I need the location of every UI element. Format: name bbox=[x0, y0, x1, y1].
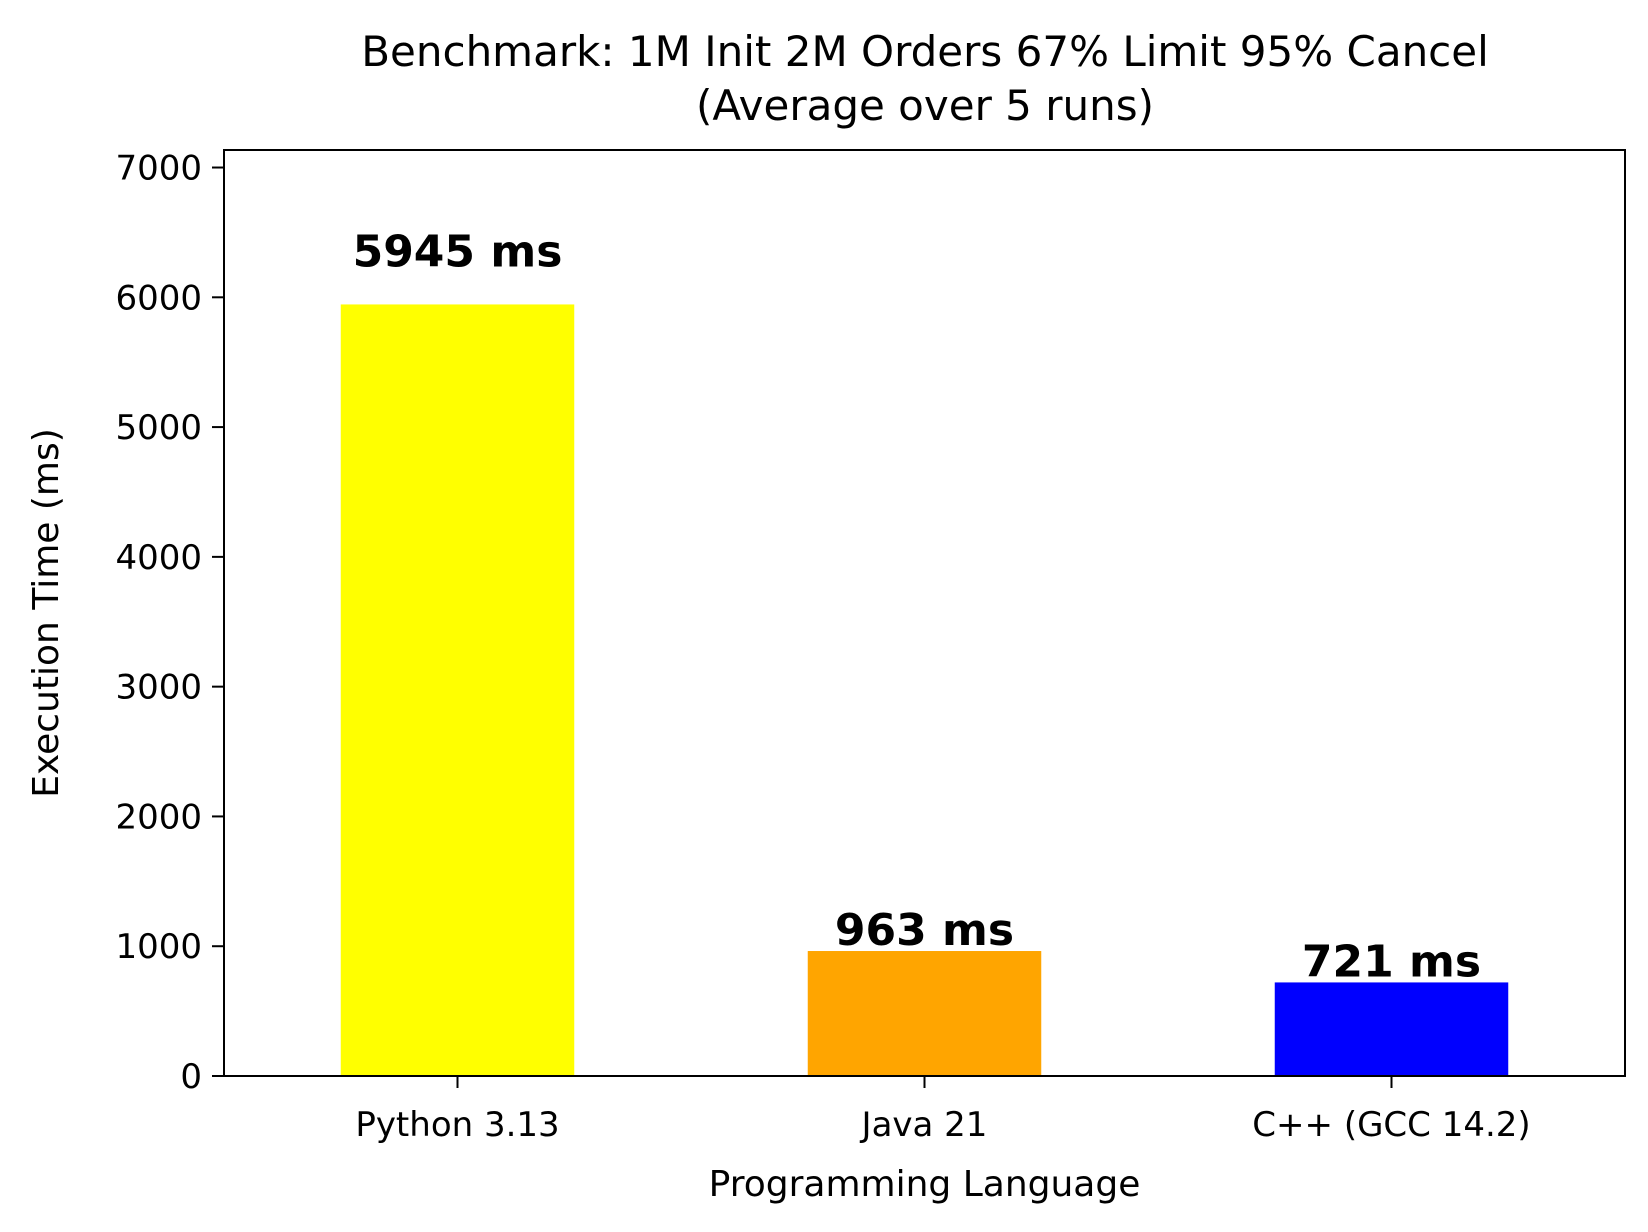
data-label-2: 721 ms bbox=[1302, 936, 1481, 987]
data-label-1: 963 ms bbox=[835, 905, 1014, 956]
chart-title: Benchmark: 1M Init 2M Orders 67% Limit 9… bbox=[361, 27, 1489, 76]
y-axis-ticks: 0 1000 2000 3000 4000 5000 6000 7000 bbox=[115, 149, 224, 1097]
y-axis-label: Execution Time (ms) bbox=[26, 428, 67, 798]
chart-subtitle: (Average over 5 runs) bbox=[696, 81, 1154, 130]
data-labels-group: 5945 ms 963 ms 721 ms bbox=[353, 226, 1482, 987]
bar-2 bbox=[1274, 982, 1509, 1076]
x-tick-label-1: Java 21 bbox=[860, 1105, 988, 1145]
x-axis-label: Programming Language bbox=[709, 1164, 1141, 1205]
plot-frame bbox=[223, 149, 1626, 1077]
y-tick-label-7: 7000 bbox=[115, 149, 202, 189]
bar-0 bbox=[340, 304, 575, 1076]
x-tick-label-0: Python 3.13 bbox=[355, 1105, 559, 1145]
y-tick-label-6: 6000 bbox=[115, 278, 202, 318]
y-tick-label-3: 3000 bbox=[115, 668, 202, 708]
y-tick-label-2: 2000 bbox=[115, 797, 202, 837]
y-tick-label-4: 4000 bbox=[115, 538, 202, 578]
y-tick-label-0: 0 bbox=[180, 1057, 202, 1097]
data-label-0: 5945 ms bbox=[353, 226, 563, 277]
x-tick-label-2: C++ (GCC 14.2) bbox=[1252, 1105, 1530, 1145]
y-tick-label-1: 1000 bbox=[115, 927, 202, 967]
bars-group bbox=[340, 304, 1509, 1076]
y-tick-label-5: 5000 bbox=[115, 408, 202, 448]
bar-1 bbox=[807, 951, 1042, 1076]
x-axis-ticks: Python 3.13 Java 21 C++ (GCC 14.2) bbox=[355, 1076, 1531, 1145]
